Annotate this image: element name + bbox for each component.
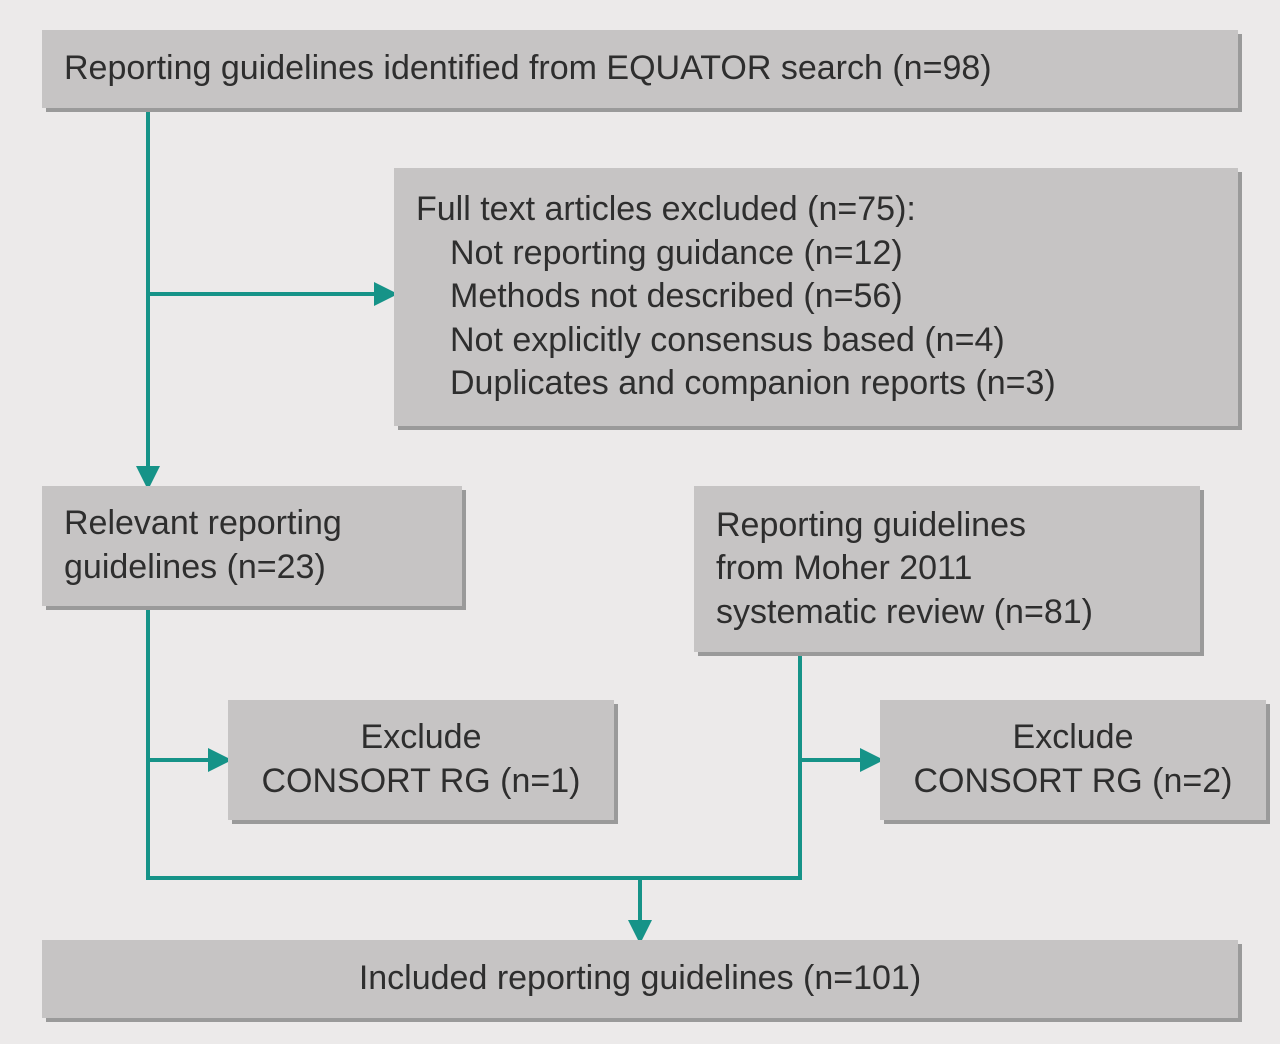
flow-node-text: Reporting guidelines identified from EQU…: [64, 47, 1216, 91]
flow-node-n5: ExcludeCONSORT RG (n=1): [228, 700, 614, 820]
flow-node-n7: Included reporting guidelines (n=101): [42, 940, 1238, 1018]
flow-node-n2: Full text articles excluded (n=75): Not …: [394, 168, 1238, 426]
flow-node-n6: ExcludeCONSORT RG (n=2): [880, 700, 1266, 820]
flow-node-text: Relevant reporting: [64, 502, 440, 546]
flow-node-text: from Moher 2011: [716, 547, 1178, 591]
flow-node-n1: Reporting guidelines identified from EQU…: [42, 30, 1238, 108]
flow-node-text: Not reporting guidance (n=12): [416, 232, 1216, 276]
flow-edge: [148, 606, 228, 760]
flow-node-n4: Reporting guidelinesfrom Moher 2011syste…: [694, 486, 1200, 652]
flow-node-text: systematic review (n=81): [716, 591, 1178, 635]
flow-edge: [800, 652, 880, 760]
flow-node-text: Full text articles excluded (n=75):: [416, 188, 1216, 232]
flow-node-text: Included reporting guidelines (n=101): [359, 957, 921, 1001]
flow-node-text: Exclude: [361, 716, 482, 760]
flowchart-canvas: Reporting guidelines identified from EQU…: [0, 0, 1280, 1044]
flow-node-text: Duplicates and companion reports (n=3): [416, 362, 1216, 406]
flow-node-text: CONSORT RG (n=1): [262, 760, 581, 804]
flow-node-text: Exclude: [1013, 716, 1134, 760]
flow-node-text: Not explicitly consensus based (n=4): [416, 319, 1216, 363]
flow-node-n3: Relevant reportingguidelines (n=23): [42, 486, 462, 606]
flow-node-text: Reporting guidelines: [716, 504, 1178, 548]
flow-node-text: guidelines (n=23): [64, 546, 440, 590]
flow-node-text: CONSORT RG (n=2): [914, 760, 1233, 804]
flow-node-text: Methods not described (n=56): [416, 275, 1216, 319]
